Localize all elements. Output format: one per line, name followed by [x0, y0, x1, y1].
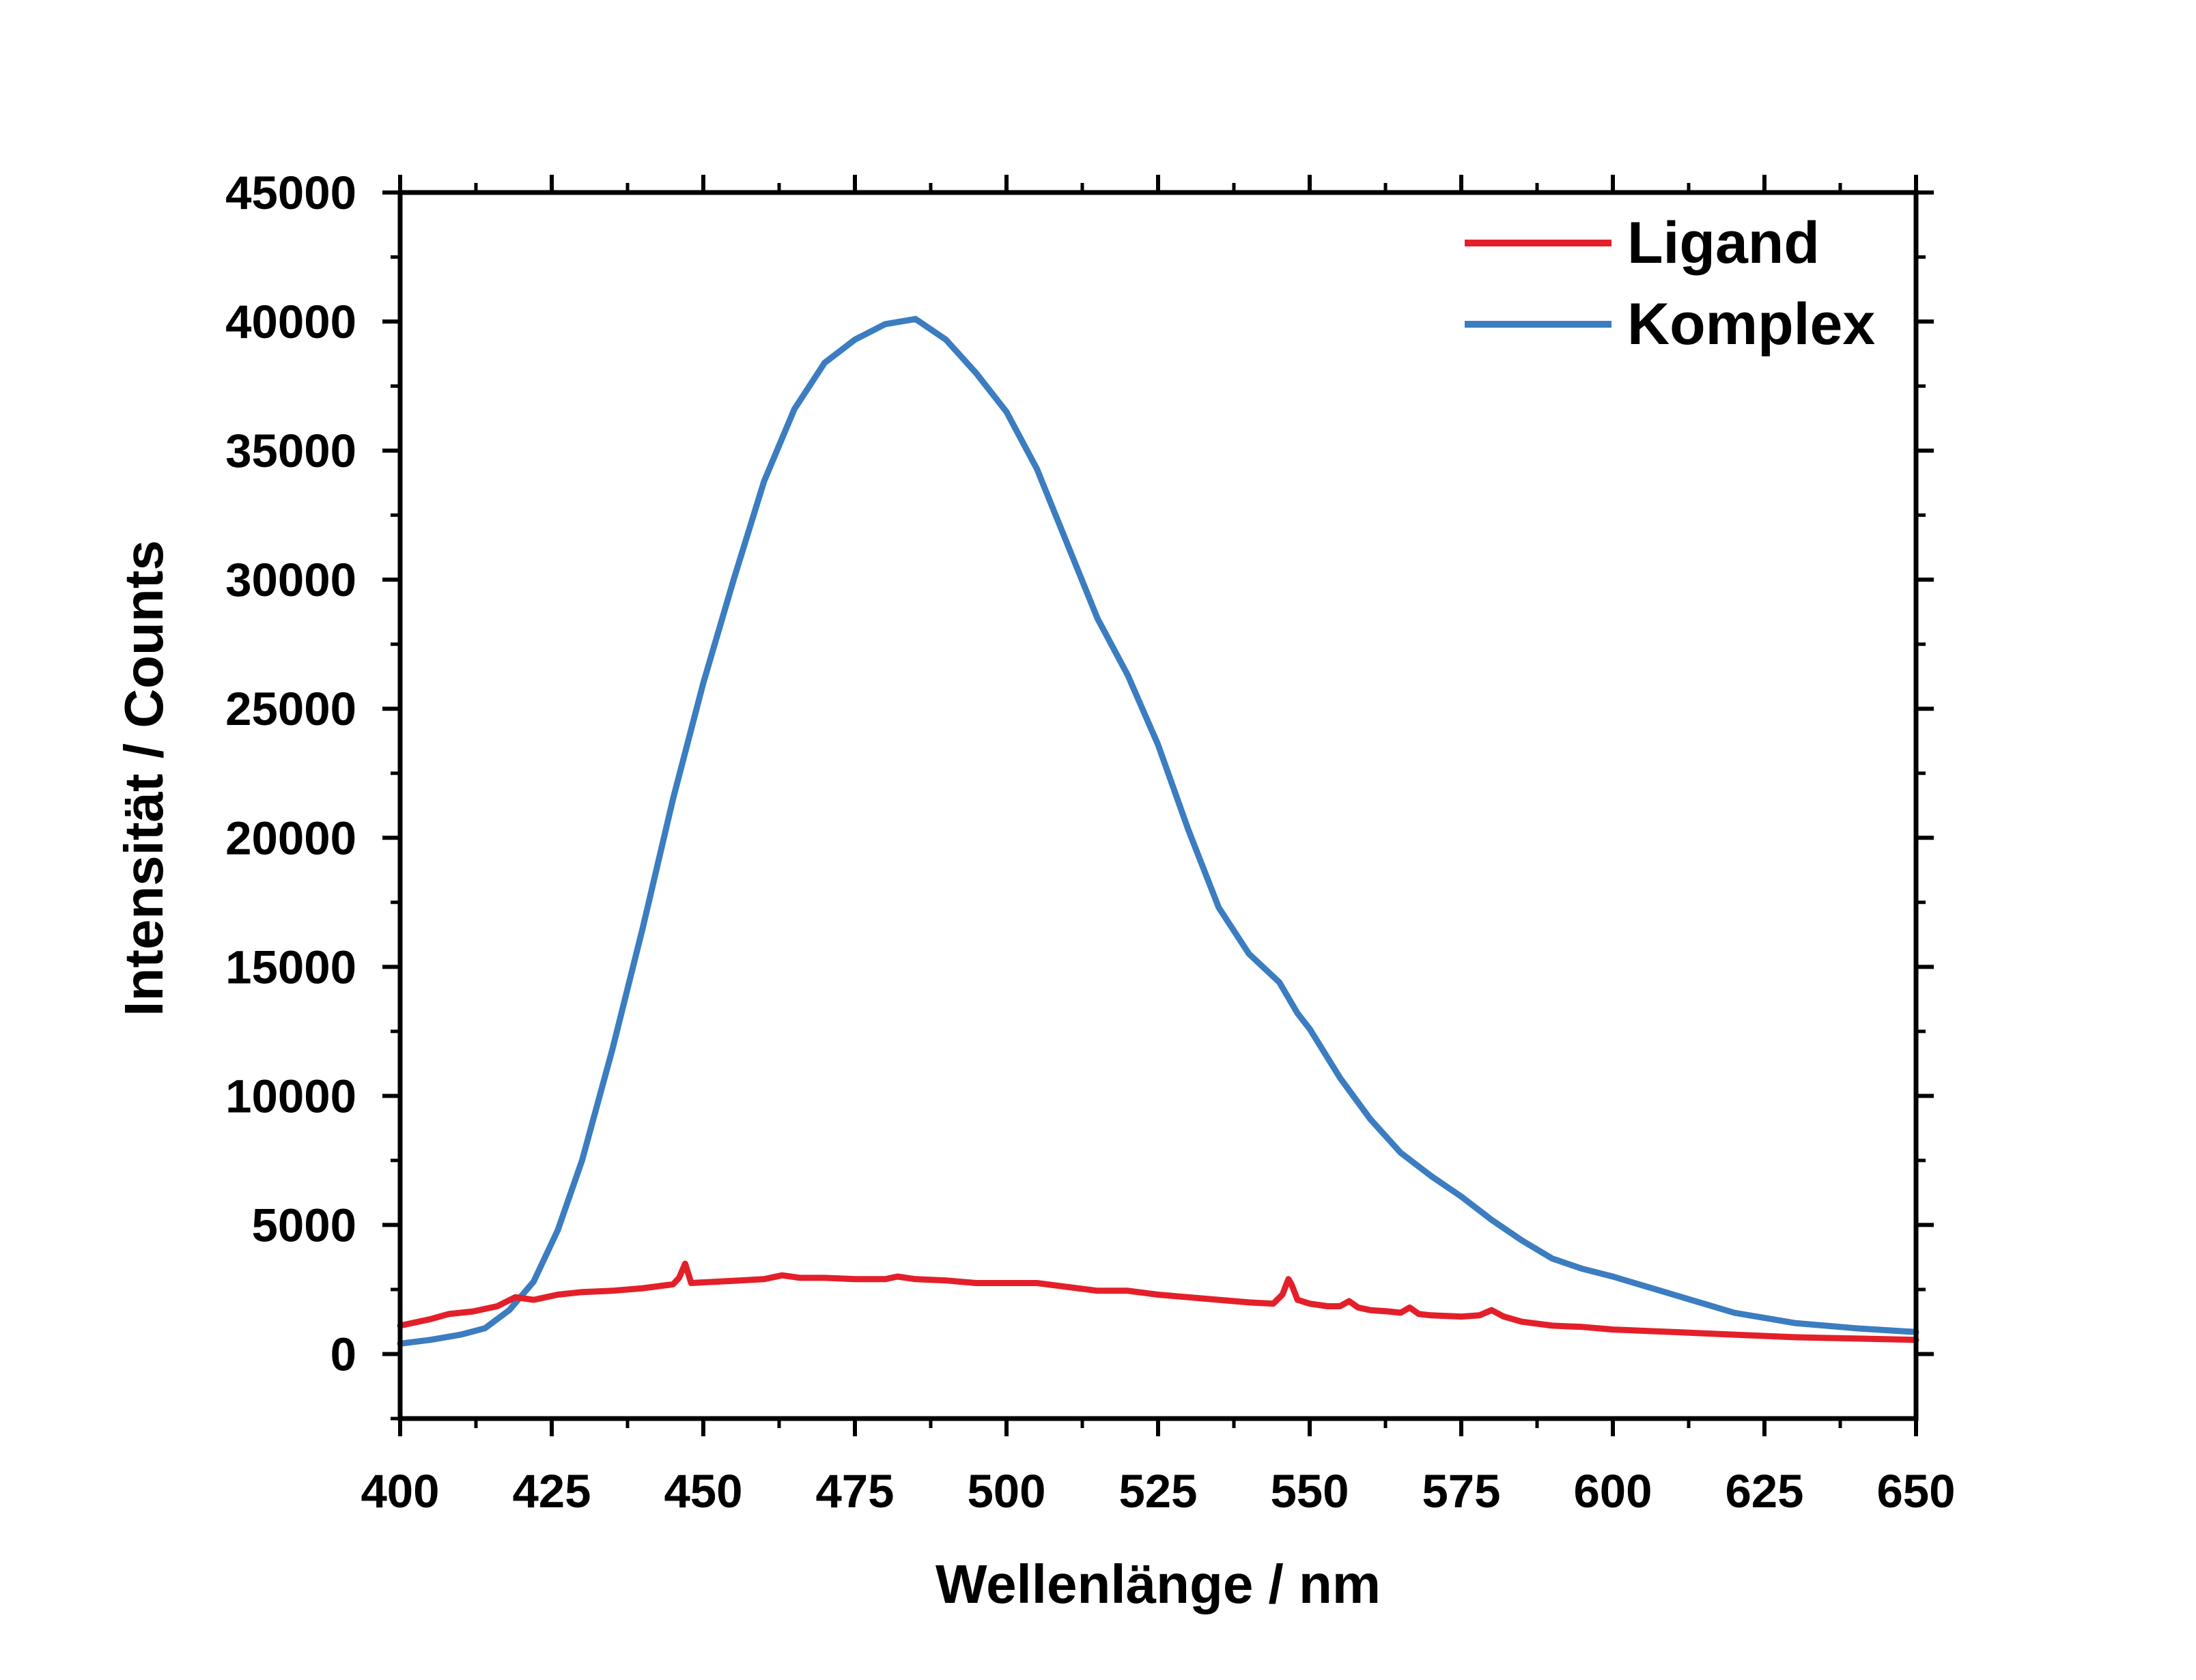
x-tick-label: 525 — [1118, 1465, 1197, 1518]
x-tick-label: 625 — [1725, 1465, 1803, 1518]
y-tick-label: 40000 — [225, 296, 356, 348]
y-tick-label: 5000 — [252, 1199, 357, 1251]
x-axis-title: Wellenlänge / nm — [935, 1554, 1381, 1614]
x-tick-label: 600 — [1573, 1465, 1652, 1518]
series-layer — [397, 315, 1919, 1347]
y-tick-label: 30000 — [225, 554, 356, 606]
x-tick-label: 500 — [967, 1465, 1045, 1518]
series-line-komplex — [397, 315, 1919, 1347]
y-tick-label: 10000 — [225, 1070, 356, 1122]
y-tick-label: 15000 — [225, 941, 356, 993]
y-tick-label: 35000 — [225, 425, 356, 477]
y-tick-label: 25000 — [225, 683, 356, 735]
x-tick-label: 400 — [361, 1465, 439, 1518]
y-tick-label: 0 — [330, 1328, 356, 1380]
y-tick-label: 20000 — [225, 812, 356, 864]
legend-label-komplex: Komplex — [1627, 291, 1875, 357]
tick-layer: 400 425 450 475 500 525 550 575 600 625 650 0 5000 10… — [225, 167, 1955, 1518]
y-tick-label: 45000 — [225, 167, 356, 219]
x-tick-label: 450 — [664, 1465, 742, 1518]
x-tick-label: 425 — [512, 1465, 591, 1518]
y-axis-title: Intensität / Counts — [113, 540, 174, 1016]
legend: Ligand Komplex — [1465, 210, 1875, 357]
x-tick-label: 575 — [1422, 1465, 1500, 1518]
x-tick-label: 650 — [1876, 1465, 1955, 1518]
x-tick-label: 550 — [1270, 1465, 1349, 1518]
legend-label-ligand: Ligand — [1627, 210, 1820, 276]
series-line-ligand — [397, 1260, 1919, 1343]
plot-frame — [397, 190, 1919, 1421]
x-tick-label: 475 — [815, 1465, 894, 1518]
